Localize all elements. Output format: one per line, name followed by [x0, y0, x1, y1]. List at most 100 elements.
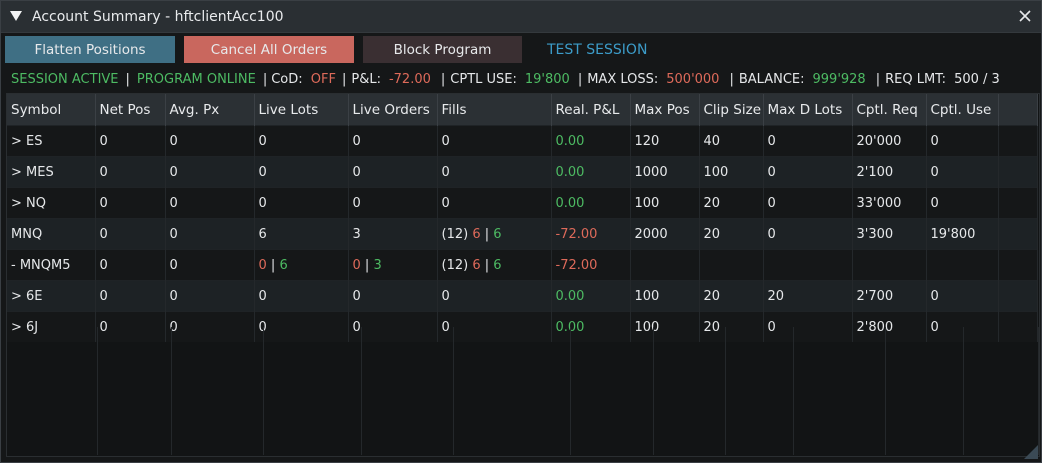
balance-label: BALANCE:	[738, 71, 805, 87]
cell-real-pnl: -72.00	[551, 249, 631, 281]
cell-real-pnl: 0.00	[551, 311, 631, 342]
cell-live-orders: 0	[348, 187, 438, 219]
divider: |	[440, 71, 446, 87]
table-row[interactable]: > MES 0 0 0 0 0 0.00 1000 100 0 2'100 0	[7, 156, 1038, 188]
window-title: Account Summary - hftclientAcc100	[32, 8, 284, 25]
close-icon[interactable]	[1017, 8, 1033, 24]
cell-symbol[interactable]: MNQ	[7, 218, 96, 250]
cell-cptl-req: 2'700	[852, 280, 927, 312]
column-header-cptl-req[interactable]: Cptl. Req	[852, 94, 927, 126]
cell-cptl-req: 2'800	[852, 311, 927, 342]
cell-max-d-lots: 20	[763, 280, 853, 312]
table-row[interactable]: - MNQM5 0 0 0 | 6 0 | 3 (12)	[7, 249, 1038, 281]
table-row[interactable]: MNQ 0 0 6 3 (12) 6 | 6 -72.00 2000 20 0	[7, 218, 1038, 250]
column-header-max-pos[interactable]: Max Pos	[630, 94, 700, 126]
cell-cptl-req: 3'300	[852, 218, 927, 250]
divider: |	[729, 71, 734, 87]
column-header-live-lots[interactable]: Live Lots	[254, 94, 349, 126]
block-program-button[interactable]: Block Program	[363, 36, 522, 63]
cell-symbol[interactable]: > NQ	[7, 187, 96, 219]
table-row[interactable]: > ES 0 0 0 0 0 0.00 120 40 0 20'000 0	[7, 125, 1038, 157]
cell-clip-size: 40	[699, 125, 764, 157]
column-header-max-d-lots[interactable]: Max D Lots	[763, 94, 853, 126]
cell-live-orders: 0	[348, 156, 438, 188]
flatten-positions-button[interactable]: Flatten Positions	[5, 36, 175, 63]
fills-sell: 6	[472, 226, 481, 242]
fills-count: (12)	[441, 226, 469, 242]
cell-real-pnl: 0.00	[551, 187, 631, 219]
cell-cptl-use: 0	[926, 311, 999, 342]
cell-fills: 0	[437, 280, 552, 312]
cell-live-lots: 6	[254, 218, 349, 250]
cell-live-orders: 0	[348, 280, 438, 312]
cell-real-pnl: 0.00	[551, 125, 631, 157]
cell-empty	[998, 311, 1038, 342]
resize-grip-icon[interactable]	[1024, 445, 1038, 459]
cancel-all-orders-button[interactable]: Cancel All Orders	[184, 36, 354, 63]
cell-live-lots: 0	[254, 280, 349, 312]
column-header-live-orders[interactable]: Live Orders	[348, 94, 438, 126]
cell-symbol[interactable]: - MNQM5	[7, 249, 96, 281]
table-row[interactable]: > 6J 0 0 0 0 0 0.00 100 20 0 2'800 0	[7, 311, 1038, 342]
session-type-label: TEST SESSION	[547, 41, 648, 58]
column-header-real-pnl[interactable]: Real. P&L	[551, 94, 631, 126]
table-row[interactable]: > NQ 0 0 0 0 0 0.00 100 20 0 33'000 0	[7, 187, 1038, 219]
column-header-cptl-use[interactable]: Cptl. Use	[926, 94, 999, 126]
cell-avg-px: 0	[165, 311, 255, 342]
column-header-symbol[interactable]: Symbol	[7, 94, 96, 126]
cptl-use-label: CPTL USE:	[450, 71, 517, 87]
max-loss-label: MAX LOSS:	[587, 71, 659, 87]
fills-sell: 6	[472, 257, 481, 273]
cell-live-orders: 0	[348, 125, 438, 157]
divider: |	[577, 71, 583, 87]
cell-fills: 0	[437, 156, 552, 188]
cell-live-lots: 0	[254, 187, 349, 219]
cell-max-pos: 100	[630, 187, 700, 219]
cell-max-pos: 100	[630, 311, 700, 342]
cell-net-pos: 0	[95, 280, 166, 312]
cell-real-pnl: 0.00	[551, 280, 631, 312]
orders-divider: |	[364, 257, 370, 273]
divider: |	[875, 71, 881, 87]
cell-empty	[998, 125, 1038, 157]
column-header-avg-px[interactable]: Avg. Px	[165, 94, 255, 126]
column-header-clip-size[interactable]: Clip Size	[699, 94, 764, 126]
divider: |	[341, 71, 347, 87]
cell-net-pos: 0	[95, 218, 166, 250]
title-bar[interactable]: Account Summary - hftclientAcc100	[1, 1, 1041, 33]
cell-live-orders: 0	[348, 311, 438, 342]
fills-buy: 6	[493, 257, 502, 273]
lots-divider: |	[270, 257, 276, 273]
cptl-use-value: 19'800	[524, 71, 570, 87]
cell-fills: (12) 6 | 6	[437, 249, 552, 281]
cell-cptl-use: 19'800	[926, 218, 999, 250]
cell-empty	[998, 187, 1038, 219]
cell-symbol[interactable]: > ES	[7, 125, 96, 157]
cell-live-lots: 0	[254, 156, 349, 188]
column-header-net-pos[interactable]: Net Pos	[95, 94, 166, 126]
cell-symbol[interactable]: > 6J	[7, 311, 96, 342]
cell-cptl-use	[926, 249, 999, 281]
table-row[interactable]: > 6E 0 0 0 0 0 0.00 100 20 20 2'700 0	[7, 280, 1038, 312]
orders-buy: 3	[373, 257, 382, 273]
cell-symbol[interactable]: > MES	[7, 156, 96, 188]
cell-symbol[interactable]: > 6E	[7, 280, 96, 312]
cell-max-pos: 120	[630, 125, 700, 157]
cell-live-lots: 0	[254, 311, 349, 342]
fills-buy: 6	[493, 226, 502, 242]
cod-label: CoD:	[271, 71, 303, 87]
cell-live-lots: 0 | 6	[254, 249, 349, 281]
cell-fills: 0	[437, 311, 552, 342]
divider: |	[125, 71, 130, 87]
cell-max-d-lots: 0	[763, 156, 853, 188]
cell-clip-size: 100	[699, 156, 764, 188]
status-bar: SESSION ACTIVE | PROGRAM ONLINE | CoD: O…	[1, 66, 1041, 92]
column-header-fills[interactable]: Fills	[437, 94, 552, 126]
cell-live-orders: 3	[348, 218, 438, 250]
collapse-triangle-icon[interactable]	[9, 10, 23, 24]
cell-avg-px: 0	[165, 156, 255, 188]
cell-net-pos: 0	[95, 125, 166, 157]
positions-table-container[interactable]: Symbol Net Pos Avg. Px Live Lots Live Or…	[6, 93, 1040, 457]
cell-empty	[998, 249, 1038, 281]
